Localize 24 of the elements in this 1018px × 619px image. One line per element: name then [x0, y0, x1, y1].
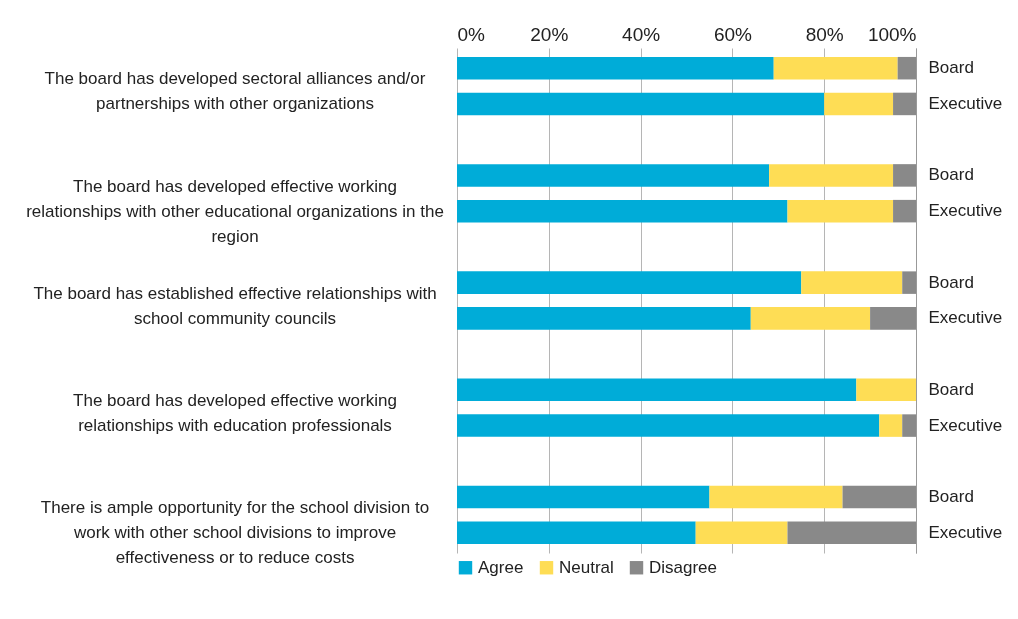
x-tick-label: 60% — [713, 23, 753, 45]
y-tick-label: Executive — [928, 308, 1003, 328]
text: The board has developed sectoral alliances and/or partnerships with other organizations — [44, 69, 426, 114]
y-tick-label: Executive — [928, 415, 1003, 435]
text: The board has established effective relationships with school community councils — [33, 283, 437, 328]
y-tick-label: Board — [928, 272, 974, 292]
y-tick-label: Board — [928, 379, 974, 399]
text: There is ample opportunity for the school division to work with other school divisions to improve effectiveness or to reduce costs — [40, 498, 430, 568]
x-tick-label: 40% — [622, 23, 661, 45]
y-tick-label: Board — [928, 165, 974, 185]
y-tick-label: Board — [928, 487, 974, 507]
x-tick-label: 80% — [805, 23, 844, 45]
x-tick-label: 20% — [530, 23, 569, 45]
y-tick-label: Executive — [928, 93, 1003, 113]
legend-label: Neutral — [559, 557, 614, 577]
legend-label: Disagree — [649, 557, 718, 577]
y-tick-label: Board — [928, 58, 974, 78]
x-tick-label: 0% — [457, 23, 486, 45]
y-tick-label: Executive — [928, 201, 1003, 221]
legend-label: Agree — [478, 557, 524, 577]
x-tick-label: 100% — [867, 23, 917, 45]
text: The board has developed effective working relationships with education professionals — [73, 391, 397, 436]
y-tick-label: Executive — [928, 522, 1003, 542]
text: The board has developed effective working relationships with other educational organizations in the region — [26, 176, 444, 246]
